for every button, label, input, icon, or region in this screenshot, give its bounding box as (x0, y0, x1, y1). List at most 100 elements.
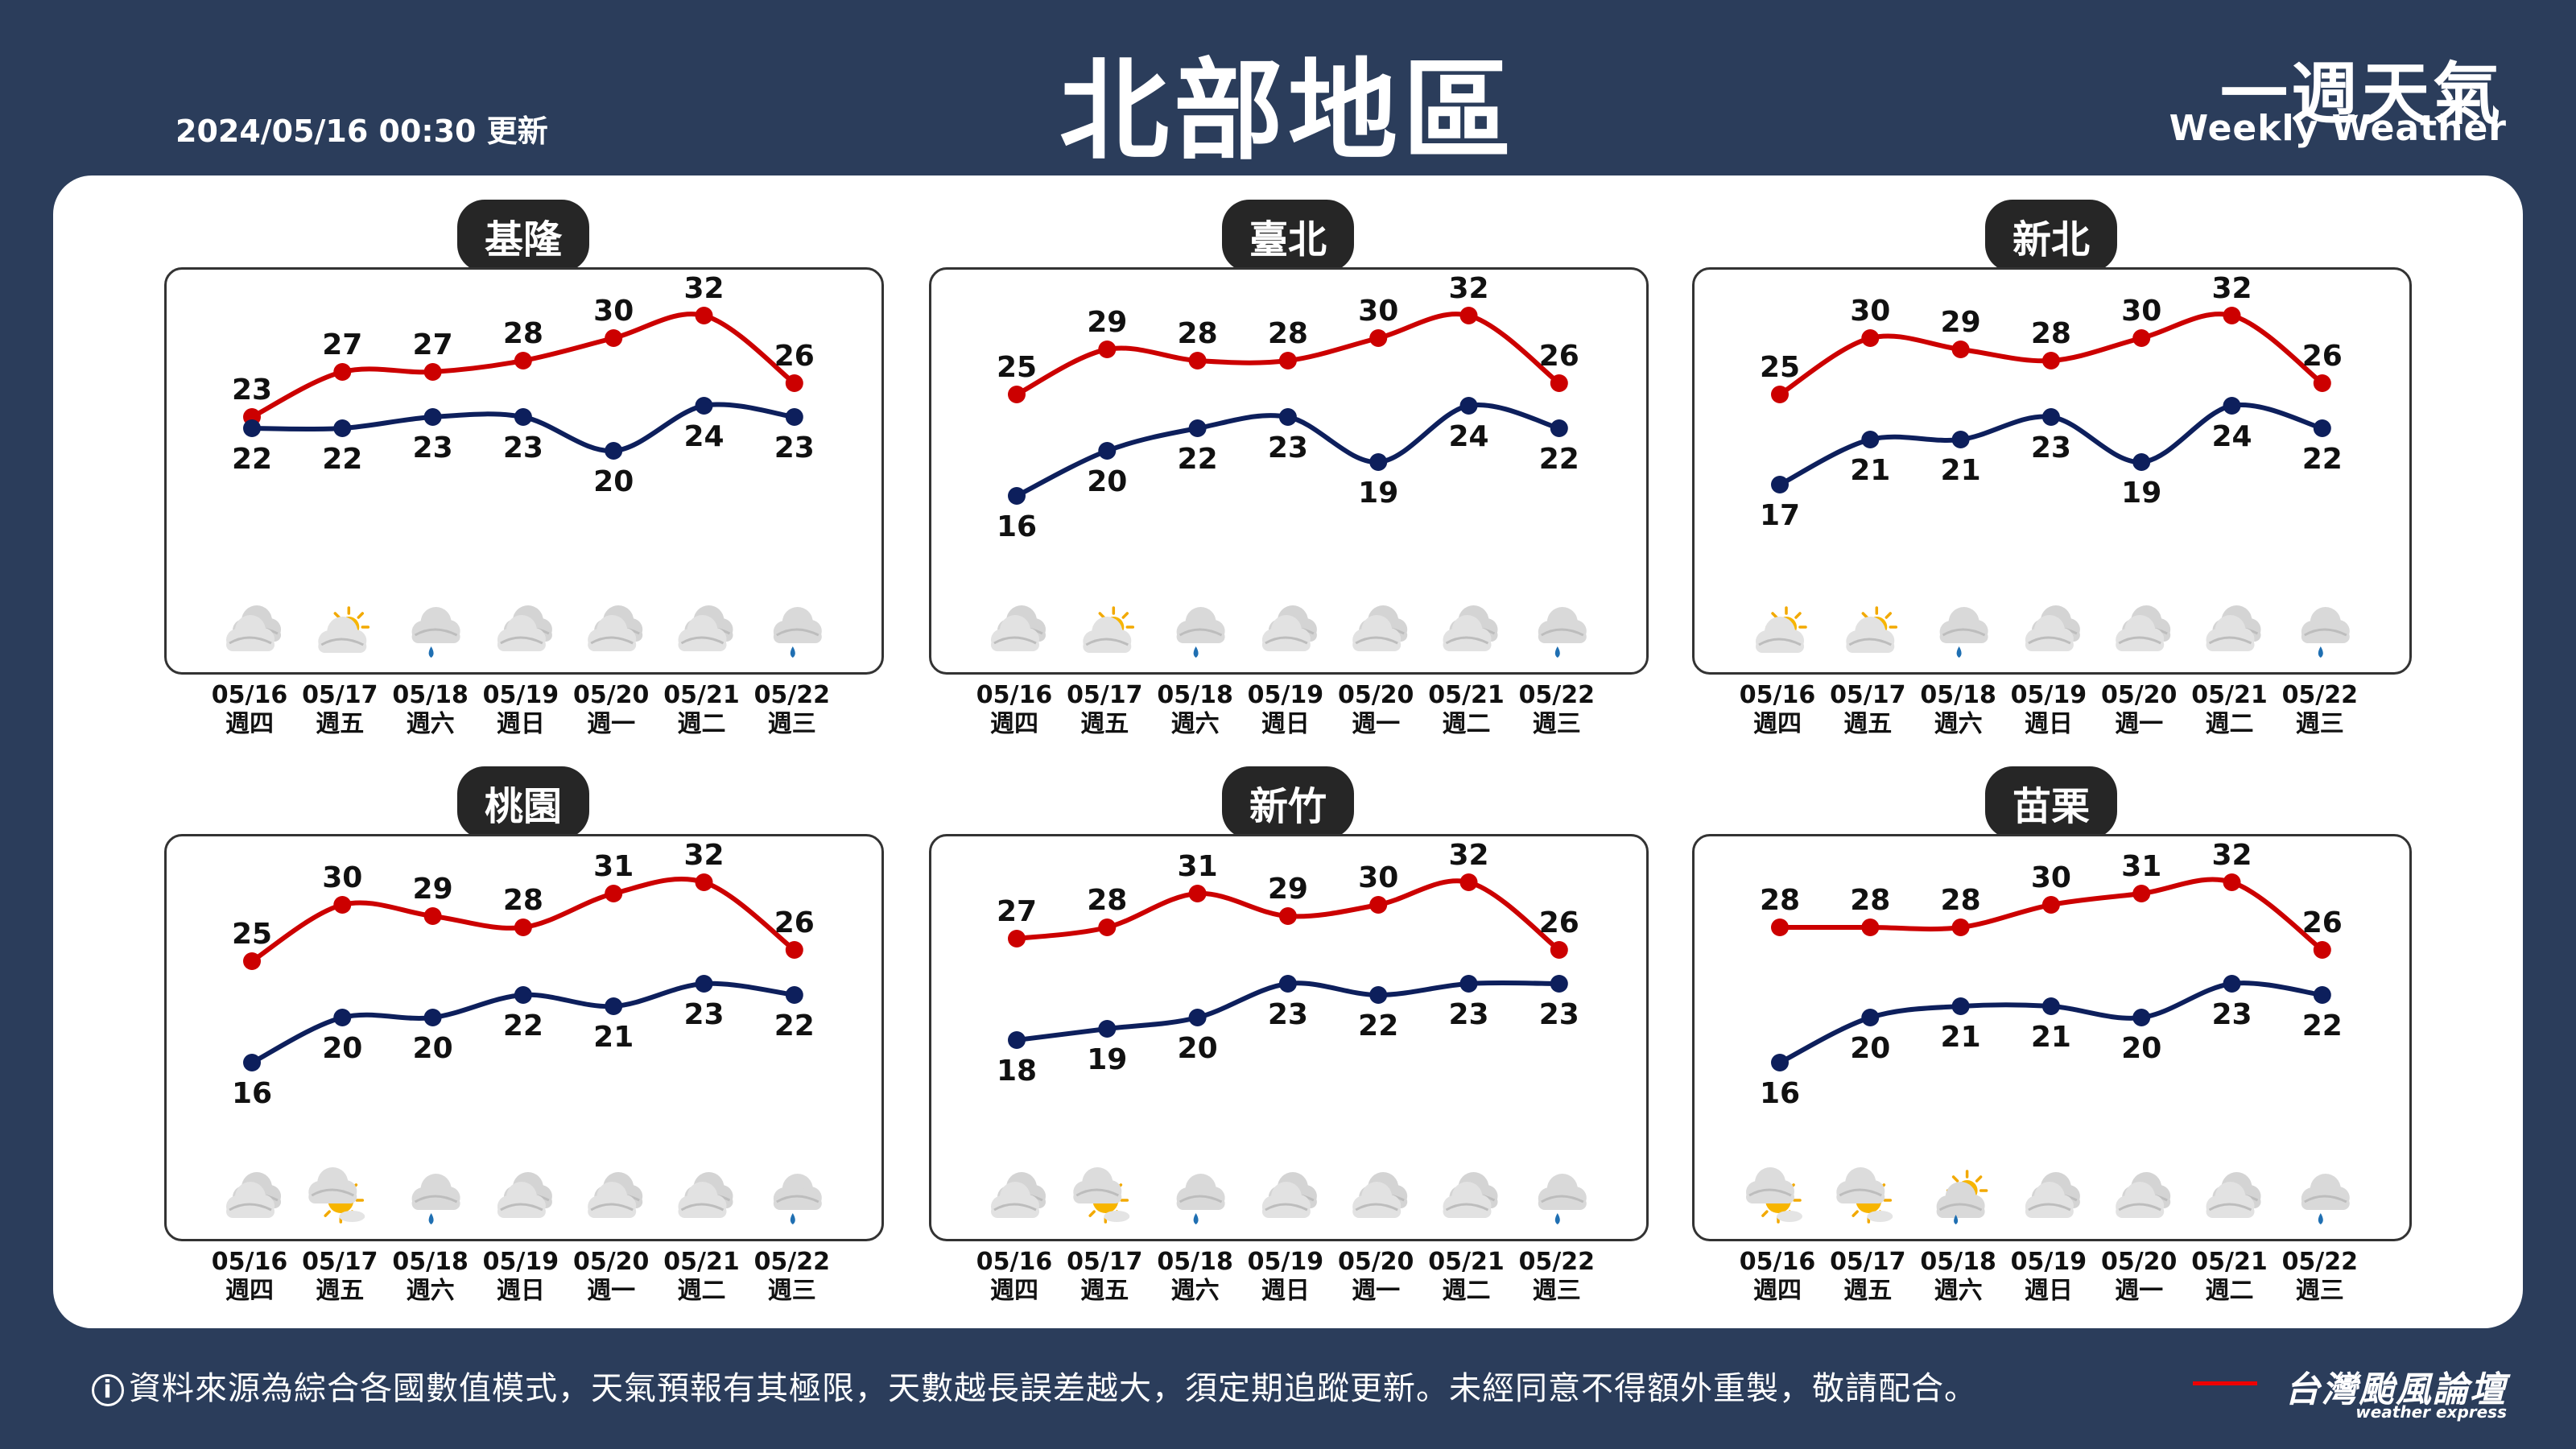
cloud-shape (678, 615, 727, 651)
low-temp-label: 20 (322, 1032, 362, 1065)
cloud-shape (588, 615, 637, 651)
low-temp-point (695, 397, 713, 415)
low-temp-point (1188, 1009, 1207, 1026)
weekday-text: 週四 (990, 1277, 1038, 1305)
low-temp-point (1369, 453, 1388, 471)
high-temp-point (2132, 329, 2151, 347)
cloud-shape (308, 1167, 357, 1203)
date-label: 05/18 週六 (386, 681, 476, 739)
cloud-shape (1073, 1167, 1122, 1203)
date-label: 05/16 週四 (969, 681, 1059, 739)
low-temp-label: 23 (774, 431, 815, 464)
high-temp-point (1369, 329, 1388, 347)
low-temp-point (423, 1009, 442, 1026)
low-temp-label: 21 (1850, 454, 1890, 487)
rain-icon (411, 607, 460, 658)
temperature-plot: 25 29 28 28 30 32 26 16 20 22 23 19 24 22 (991, 272, 1587, 658)
high-temp-label: 30 (2031, 861, 2071, 894)
low-temp-point (2041, 408, 2060, 426)
high-temp-label: 28 (503, 317, 543, 350)
cloudy-icon (2206, 605, 2261, 651)
temperature-chart: 25 29 28 28 30 32 26 16 20 22 23 19 24 22 (929, 267, 1649, 675)
date-text: 05/17 (1067, 681, 1143, 709)
high-temp-label: 32 (1448, 839, 1488, 872)
low-temp-label: 22 (1178, 443, 1218, 476)
high-temp-point (1278, 352, 1297, 369)
low-temp-point (1550, 419, 1568, 437)
logo-stripe (2193, 1381, 2257, 1385)
low-temp-point (1459, 975, 1478, 993)
high-temp-point (2041, 352, 2060, 369)
date-text: 05/20 (1337, 681, 1414, 709)
low-temp-label: 22 (774, 1009, 815, 1042)
low-temp-label: 22 (503, 1009, 543, 1042)
date-text: 05/18 (1920, 1248, 1996, 1276)
cloudy-icon (226, 605, 281, 651)
sunny-cloud-icon (1073, 1167, 1130, 1224)
region-name: 臺北 (1221, 200, 1355, 272)
cloudy-icon (991, 605, 1046, 651)
weekday-text: 週一 (2115, 710, 2164, 738)
low-temp-point (1369, 986, 1388, 1004)
cloudy-icon (497, 605, 552, 651)
date-label: 05/21 週二 (2185, 681, 2275, 739)
date-text: 05/19 (2010, 1248, 2087, 1276)
date-text: 05/18 (1157, 681, 1233, 709)
low-temp-label: 23 (1448, 998, 1488, 1031)
weekday-text: 週四 (225, 1277, 274, 1305)
high-temp-point (1550, 941, 1568, 959)
weekday-text: 週五 (1843, 710, 1893, 738)
weekday-text: 週六 (406, 710, 455, 738)
date-text: 05/21 (663, 681, 740, 709)
low-temp-point (514, 986, 532, 1004)
brand-title-en: Weekly Weather (2169, 108, 2507, 149)
sun-rain-icon (1936, 1170, 1988, 1224)
logo-name-zh: 台灣颱風論壇 (2285, 1369, 2507, 1410)
low-temp-label: 20 (1087, 465, 1127, 498)
high-temp-label: 29 (1268, 873, 1308, 906)
region-name: 苗栗 (1984, 766, 2118, 839)
date-text: 05/22 (2281, 681, 2359, 709)
partly-sunny-icon (1083, 606, 1135, 653)
low-temp-point (1008, 487, 1026, 505)
weekday-text: 週五 (316, 710, 365, 738)
high-temp-point (695, 873, 713, 891)
low-temp-point (1861, 431, 1880, 448)
rain-icon (773, 1174, 822, 1224)
cloudy-icon (497, 1172, 552, 1218)
high-temp-point (2223, 307, 2241, 324)
high-temp-label: 28 (1941, 884, 1981, 917)
cloudy-icon (2025, 1172, 2080, 1218)
cloud-shape (411, 1174, 460, 1210)
weekday-text: 週二 (677, 710, 726, 738)
weekday-text: 週日 (2024, 1277, 2073, 1305)
date-label: 05/22 週三 (747, 1248, 837, 1306)
date-label: 05/17 週五 (1059, 681, 1150, 739)
date-label: 05/20 週一 (2094, 681, 2184, 739)
region-taoyuan: 桃園 25 30 29 28 31 32 26 16 20 20 22 21 23 22 05/16 週四 0… (164, 750, 884, 1306)
cloud-shape (2116, 615, 2165, 651)
date-text: 05/18 (1157, 1248, 1233, 1276)
high-temp-point (2041, 896, 2060, 914)
date-label: 05/16 週四 (204, 1248, 295, 1306)
low-temp-label: 19 (1358, 477, 1398, 510)
low-temp-point (2313, 419, 2331, 437)
high-temp-point (1459, 307, 1478, 324)
cloudy-icon (2206, 1172, 2261, 1218)
weekday-text: 週四 (1753, 710, 1802, 738)
date-label: 05/16 週四 (1732, 681, 1823, 739)
date-label: 05/21 週二 (657, 681, 747, 739)
date-label: 05/21 週二 (1422, 1248, 1512, 1306)
date-label: 05/20 週一 (566, 681, 656, 739)
date-text: 05/20 (2100, 681, 2178, 709)
date-label: 05/19 週日 (476, 681, 566, 739)
cloudy-icon (588, 1172, 643, 1218)
cloud-shape (2206, 615, 2255, 651)
cloud-shape (318, 617, 367, 653)
cloudy-icon (1261, 1172, 1317, 1218)
cloudy-icon (2025, 605, 2080, 651)
date-text: 05/22 (2281, 1248, 2359, 1276)
high-temp-label: 26 (2302, 340, 2343, 373)
weekday-text: 週三 (1532, 710, 1581, 738)
high-temp-point (605, 885, 623, 902)
